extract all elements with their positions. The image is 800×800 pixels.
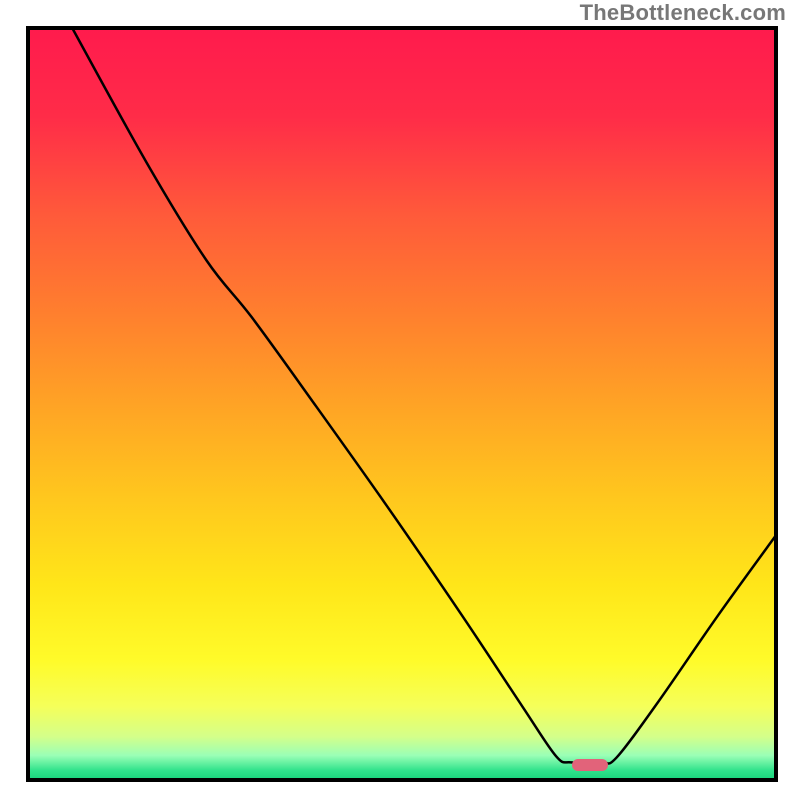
- minimum-marker: [572, 759, 608, 771]
- curve-path: [71, 26, 778, 764]
- watermark-text: TheBottleneck.com: [580, 0, 786, 26]
- chart-canvas: TheBottleneck.com: [0, 0, 800, 800]
- bottleneck-curve: [26, 26, 778, 782]
- plot-area: [26, 26, 778, 782]
